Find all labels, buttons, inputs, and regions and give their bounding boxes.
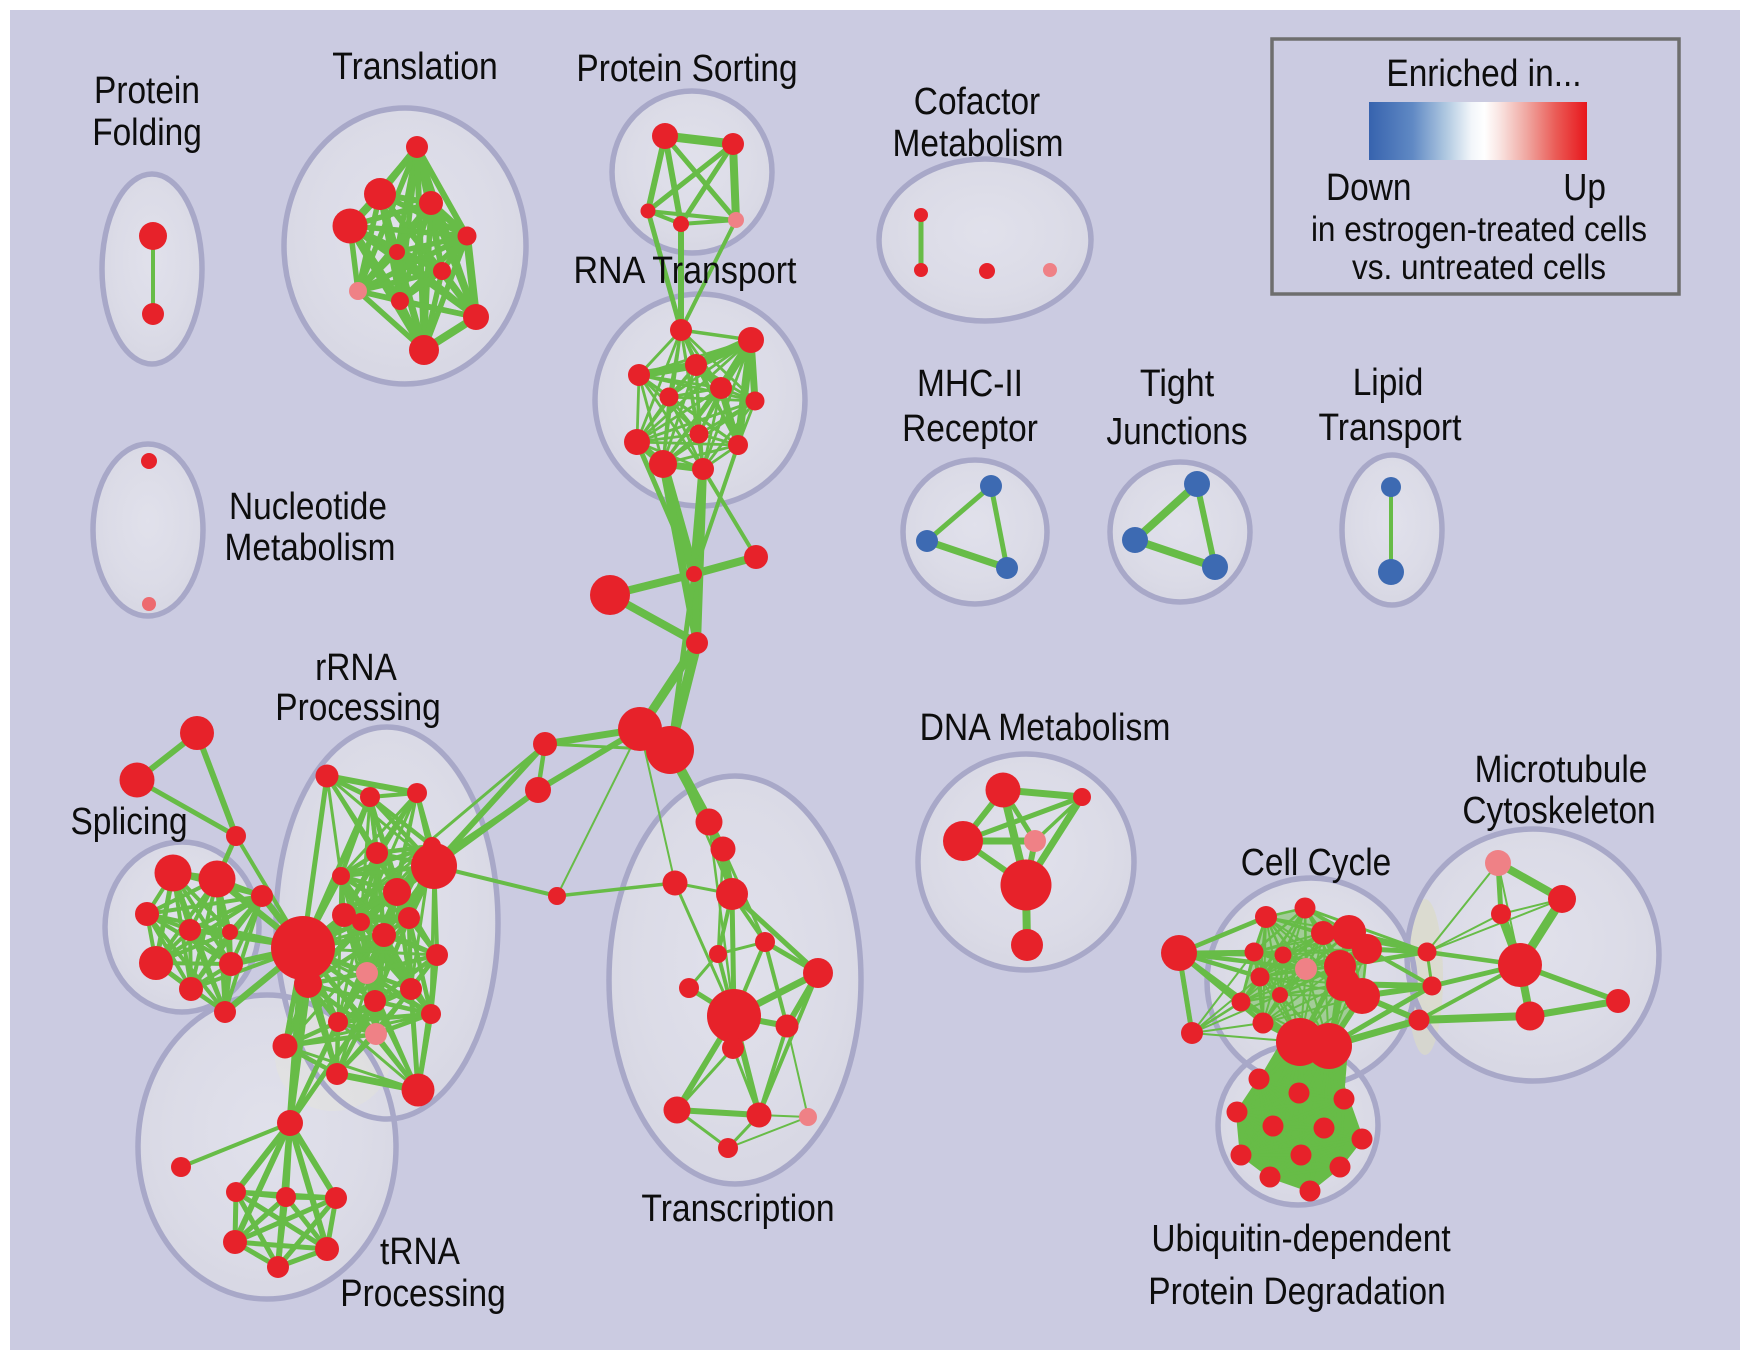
svg-text:Metabolism: Metabolism: [893, 123, 1064, 165]
svg-text:DNA Metabolism: DNA Metabolism: [920, 707, 1171, 749]
svg-text:Ubiquitin-dependent: Ubiquitin-dependent: [1151, 1218, 1451, 1260]
svg-text:RNA Transport: RNA Transport: [574, 250, 797, 292]
svg-text:Protein Sorting: Protein Sorting: [576, 48, 797, 90]
svg-text:Transcription: Transcription: [641, 1188, 834, 1230]
svg-text:Cell Cycle: Cell Cycle: [1241, 842, 1392, 884]
svg-text:Transport: Transport: [1318, 407, 1461, 449]
svg-text:Receptor: Receptor: [902, 408, 1038, 450]
svg-text:rRNA: rRNA: [315, 647, 397, 689]
svg-text:Folding: Folding: [92, 112, 202, 154]
svg-text:Junctions: Junctions: [1106, 411, 1247, 453]
svg-text:vs. untreated cells: vs. untreated cells: [1352, 248, 1606, 287]
svg-text:in estrogen-treated cells: in estrogen-treated cells: [1311, 210, 1647, 249]
svg-text:Processing: Processing: [275, 687, 440, 729]
svg-text:Protein Degradation: Protein Degradation: [1148, 1271, 1445, 1313]
svg-text:Cytoskeleton: Cytoskeleton: [1462, 790, 1655, 832]
svg-text:Tight: Tight: [1140, 363, 1215, 405]
svg-text:Down: Down: [1326, 167, 1412, 209]
svg-text:Protein: Protein: [94, 70, 200, 112]
svg-text:Splicing: Splicing: [70, 801, 187, 843]
svg-text:Nucleotide: Nucleotide: [229, 486, 387, 528]
svg-text:Lipid: Lipid: [1353, 362, 1424, 404]
svg-text:Up: Up: [1563, 167, 1606, 209]
svg-text:tRNA: tRNA: [380, 1231, 460, 1273]
svg-text:Enriched in...: Enriched in...: [1386, 53, 1581, 95]
svg-text:Cofactor: Cofactor: [914, 81, 1041, 123]
svg-text:Processing: Processing: [340, 1273, 505, 1315]
svg-text:Translation: Translation: [332, 46, 497, 88]
svg-text:MHC-II: MHC-II: [917, 363, 1023, 405]
svg-text:Metabolism: Metabolism: [225, 527, 396, 569]
svg-text:Microtubule: Microtubule: [1475, 749, 1648, 791]
